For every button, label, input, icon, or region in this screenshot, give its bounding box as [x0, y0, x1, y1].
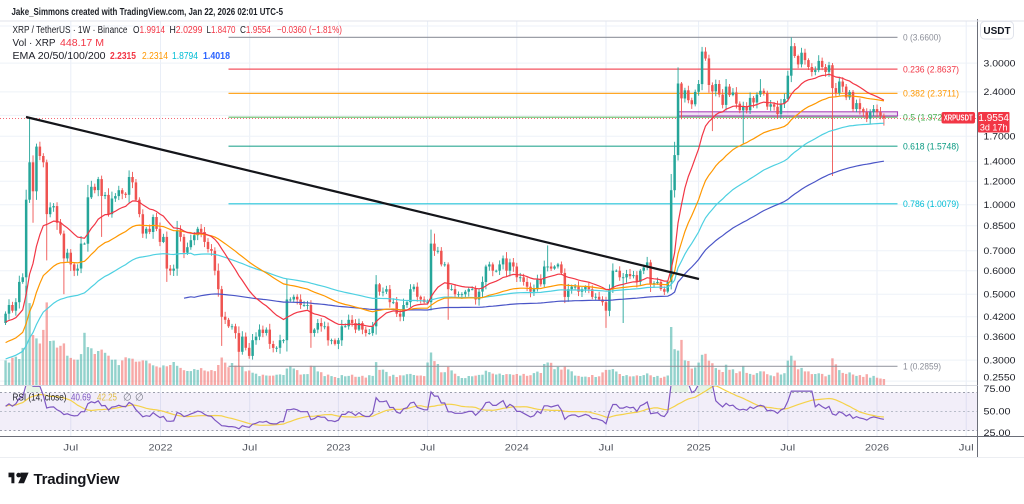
- svg-text:0.786 (1.0079): 0.786 (1.0079): [903, 199, 959, 210]
- svg-text:1 (0.2859): 1 (0.2859): [903, 362, 941, 373]
- svg-text:Jul: Jul: [780, 442, 795, 453]
- svg-text:2.4000: 2.4000: [984, 87, 1016, 98]
- svg-text:C1.9554: C1.9554: [240, 25, 271, 36]
- svg-text:0.5000: 0.5000: [984, 289, 1016, 300]
- svg-text:TradingView: TradingView: [34, 471, 120, 488]
- svg-text:0.6000: 0.6000: [984, 266, 1016, 277]
- svg-text:2025: 2025: [687, 442, 711, 453]
- svg-text:RSI (14, close): RSI (14, close): [13, 393, 67, 404]
- svg-text:Jul: Jul: [420, 442, 435, 453]
- svg-text:0.382 (2.3711): 0.382 (2.3711): [903, 89, 959, 100]
- svg-text:0.7000: 0.7000: [984, 246, 1016, 257]
- svg-text:1.7000: 1.7000: [984, 132, 1016, 143]
- svg-text:1.4018: 1.4018: [203, 51, 230, 62]
- svg-text:∅: ∅: [123, 393, 132, 404]
- svg-text:25.00: 25.00: [984, 428, 1011, 439]
- svg-text:3d 17h: 3d 17h: [980, 123, 1008, 133]
- svg-text:L1.8470: L1.8470: [207, 25, 236, 36]
- svg-text:50.00: 50.00: [984, 407, 1011, 418]
- svg-text:Jake_Simmons created with Trad: Jake_Simmons created with TradingView.co…: [12, 6, 284, 18]
- svg-text:0.236 (2.8637): 0.236 (2.8637): [903, 64, 959, 75]
- svg-text:H2.0299: H2.0299: [170, 25, 203, 36]
- svg-text:USDT: USDT: [983, 26, 1010, 37]
- svg-text:1.9554: 1.9554: [978, 113, 1009, 124]
- svg-text:3.0000: 3.0000: [984, 58, 1016, 69]
- svg-text:2026: 2026: [865, 442, 889, 453]
- svg-text:Jul: Jul: [63, 442, 78, 453]
- svg-text:XRP / TetherUS · 1W · Binance: XRP / TetherUS · 1W · Binance: [13, 25, 128, 36]
- svg-text:0.3000: 0.3000: [984, 355, 1016, 366]
- svg-text:75.00: 75.00: [984, 384, 1011, 395]
- svg-text:40.69: 40.69: [71, 393, 91, 404]
- svg-text:1.4000: 1.4000: [984, 157, 1016, 168]
- svg-text:2024: 2024: [505, 442, 529, 453]
- svg-text:Jul: Jul: [242, 442, 257, 453]
- svg-text:2023: 2023: [326, 442, 350, 453]
- svg-text:Jul: Jul: [599, 442, 614, 453]
- svg-text:Vol · XRP: Vol · XRP: [13, 38, 56, 49]
- svg-text:O1.9914: O1.9914: [133, 25, 165, 36]
- svg-text:0 (3.6600): 0 (3.6600): [903, 33, 941, 44]
- svg-text:1.0000: 1.0000: [984, 200, 1016, 211]
- svg-text:Jul: Jul: [959, 442, 974, 453]
- svg-text:0.2550: 0.2550: [984, 373, 1016, 384]
- svg-text:42.25: 42.25: [97, 393, 117, 404]
- svg-text:∅: ∅: [135, 393, 144, 404]
- svg-text:EMA 20/50/100/200: EMA 20/50/100/200: [13, 51, 106, 62]
- svg-text:448.17 M: 448.17 M: [60, 38, 104, 49]
- svg-text:1.2000: 1.2000: [984, 177, 1016, 188]
- svg-text:0.4200: 0.4200: [984, 312, 1016, 323]
- svg-text:−0.0360 (−1.81%): −0.0360 (−1.81%): [277, 25, 342, 36]
- svg-text:0.5 (1.9721): 0.5 (1.9721): [903, 112, 950, 123]
- svg-text:2.2315: 2.2315: [110, 51, 136, 62]
- svg-text:1.8794: 1.8794: [172, 51, 198, 62]
- svg-text:2.2314: 2.2314: [142, 51, 168, 62]
- svg-text:0.8500: 0.8500: [984, 221, 1016, 232]
- svg-text:0.3600: 0.3600: [984, 332, 1016, 343]
- svg-text:0.618 (1.5748): 0.618 (1.5748): [903, 141, 959, 152]
- svg-text:XRPUSDT: XRPUSDT: [944, 114, 973, 123]
- svg-text:2022: 2022: [149, 442, 173, 453]
